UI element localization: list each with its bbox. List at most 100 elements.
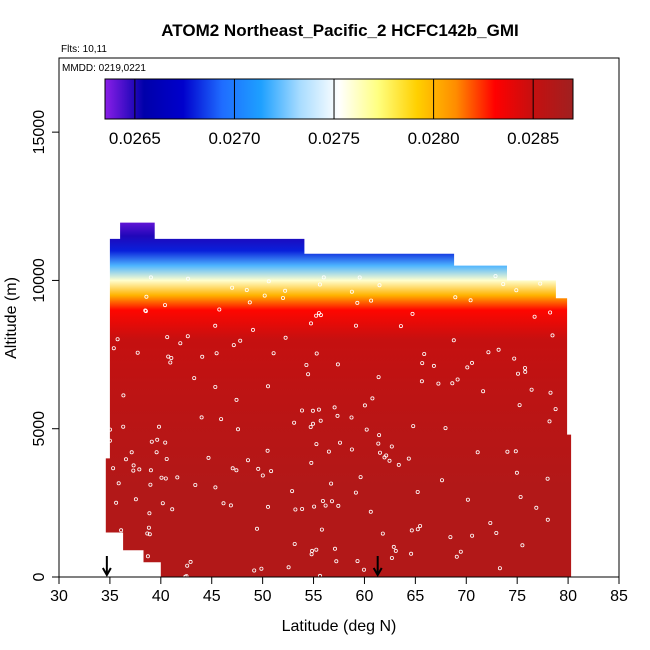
- sample-point: [133, 497, 138, 502]
- sample-point: [269, 469, 274, 474]
- sample-point: [548, 390, 553, 395]
- sample-point: [334, 559, 339, 564]
- sample-point: [164, 456, 169, 461]
- sample-point: [505, 449, 510, 454]
- sample-point: [513, 449, 518, 454]
- sample-point: [244, 287, 249, 292]
- x-tick-label: 85: [610, 588, 628, 605]
- sample-point: [336, 503, 341, 508]
- sample-point: [481, 389, 486, 394]
- sample-point: [316, 407, 321, 412]
- sample-point: [361, 567, 366, 572]
- sample-point: [376, 375, 381, 380]
- sample-point: [312, 504, 317, 509]
- sample-point: [230, 285, 235, 290]
- sample-point: [283, 288, 288, 293]
- sample-point: [455, 377, 460, 382]
- sample-point: [234, 397, 239, 402]
- sample-point: [320, 498, 325, 503]
- sample-point: [310, 548, 315, 553]
- x-tick-label: 65: [406, 588, 424, 605]
- sample-point: [377, 283, 382, 288]
- sample-point: [486, 350, 491, 355]
- sample-point: [111, 466, 116, 471]
- sample-point: [124, 457, 129, 462]
- sample-point: [221, 501, 226, 506]
- sample-point: [143, 308, 148, 313]
- sample-point: [300, 506, 305, 511]
- sample-point: [329, 499, 334, 504]
- sample-point: [217, 307, 222, 312]
- sample-point: [121, 424, 126, 429]
- marker-arrows: [101, 556, 383, 578]
- sample-point: [512, 356, 517, 361]
- x-tick-label: 50: [254, 588, 272, 605]
- sample-point: [304, 362, 309, 367]
- sample-point: [321, 275, 326, 280]
- sample-point: [318, 313, 323, 318]
- sample-point: [335, 413, 340, 418]
- x-tick-label: 75: [508, 588, 526, 605]
- sample-point: [443, 426, 448, 431]
- sample-point: [475, 450, 480, 455]
- sample-point: [353, 490, 358, 495]
- sample-point: [380, 531, 385, 536]
- sample-point: [369, 298, 374, 303]
- y-tick-label: 5000: [31, 411, 48, 447]
- sample-point: [165, 335, 170, 340]
- sample-point: [206, 455, 211, 460]
- sample-point: [163, 476, 168, 481]
- sample-point: [453, 295, 458, 300]
- sample-point: [192, 376, 197, 381]
- sample-point: [252, 568, 257, 573]
- sample-point: [234, 468, 239, 473]
- sample-point: [538, 281, 543, 286]
- sample-point: [349, 415, 354, 420]
- sample-point: [121, 393, 126, 398]
- sample-point: [286, 565, 291, 570]
- sample-point: [377, 450, 382, 455]
- sample-point: [436, 381, 441, 386]
- sample-point: [260, 473, 265, 478]
- sample-point: [448, 535, 453, 540]
- sample-point: [131, 463, 136, 468]
- sample-point: [547, 419, 552, 424]
- sample-point: [170, 507, 175, 512]
- sample-point: [160, 501, 165, 506]
- sample-point: [318, 418, 323, 423]
- colorbar-tick-label: 0.0285: [507, 129, 559, 148]
- sample-point: [353, 323, 358, 328]
- sample-point: [290, 489, 295, 494]
- sample-point: [337, 440, 342, 445]
- field-area: [105, 222, 572, 577]
- sample-point: [310, 408, 315, 413]
- sample-point: [245, 458, 250, 463]
- sample-point: [271, 351, 276, 356]
- sample-point: [319, 527, 324, 532]
- sample-point: [349, 447, 354, 452]
- sample-point: [514, 470, 519, 475]
- sample-point: [420, 361, 425, 366]
- sample-point: [262, 293, 267, 298]
- sample-point: [317, 282, 322, 287]
- sample-point: [377, 433, 382, 438]
- sample-point: [178, 341, 183, 346]
- sample-point: [188, 559, 193, 564]
- sample-point: [534, 505, 539, 510]
- sample-point: [162, 303, 167, 308]
- marker-arrow: [101, 556, 112, 578]
- sample-point: [450, 381, 455, 386]
- sample-point: [155, 437, 160, 442]
- sample-point: [144, 294, 149, 299]
- sample-point: [119, 528, 124, 533]
- sample-point: [129, 450, 134, 455]
- dates-label: MMDD: 0219,0221: [62, 63, 146, 74]
- sample-point: [292, 542, 297, 547]
- sample-point: [199, 415, 204, 420]
- sample-point: [185, 334, 190, 339]
- colorbar-tick-label: 0.0275: [308, 129, 360, 148]
- sample-point: [314, 351, 319, 356]
- sample-point: [355, 559, 360, 564]
- sample-point: [419, 379, 424, 384]
- sample-point: [370, 396, 375, 401]
